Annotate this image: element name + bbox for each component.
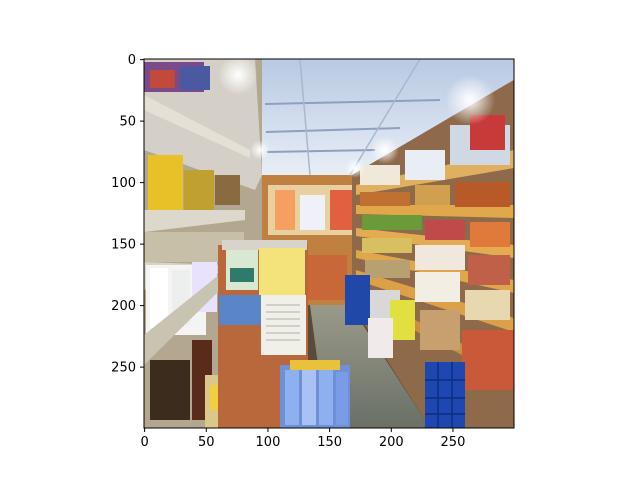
blue-sign xyxy=(219,295,261,325)
x-axis: 0 50 100 150 200 250 xyxy=(140,428,465,450)
y-axis: 0 50 100 150 200 250 xyxy=(111,53,144,376)
x-tick-label: 150 xyxy=(317,435,342,450)
water-bottles xyxy=(280,360,350,428)
x-tick-label: 0 xyxy=(140,435,148,450)
x-tick-label: 200 xyxy=(379,435,404,450)
blue-crate xyxy=(425,362,465,428)
store-aisle-photo xyxy=(144,59,514,428)
x-tick-label: 50 xyxy=(198,435,215,450)
white-poster xyxy=(261,295,306,355)
x-tick-label: 250 xyxy=(441,435,466,450)
y-tick-label: 0 xyxy=(128,53,136,68)
x-tick-label: 100 xyxy=(256,435,281,450)
y-tick-label: 50 xyxy=(119,115,136,130)
yellow-sign xyxy=(259,248,305,296)
y-tick-label: 250 xyxy=(111,361,136,376)
axes-frame xyxy=(143,58,515,429)
y-tick-label: 200 xyxy=(111,299,136,314)
y-tick-label: 150 xyxy=(111,238,136,253)
y-tick-label: 100 xyxy=(111,176,136,191)
